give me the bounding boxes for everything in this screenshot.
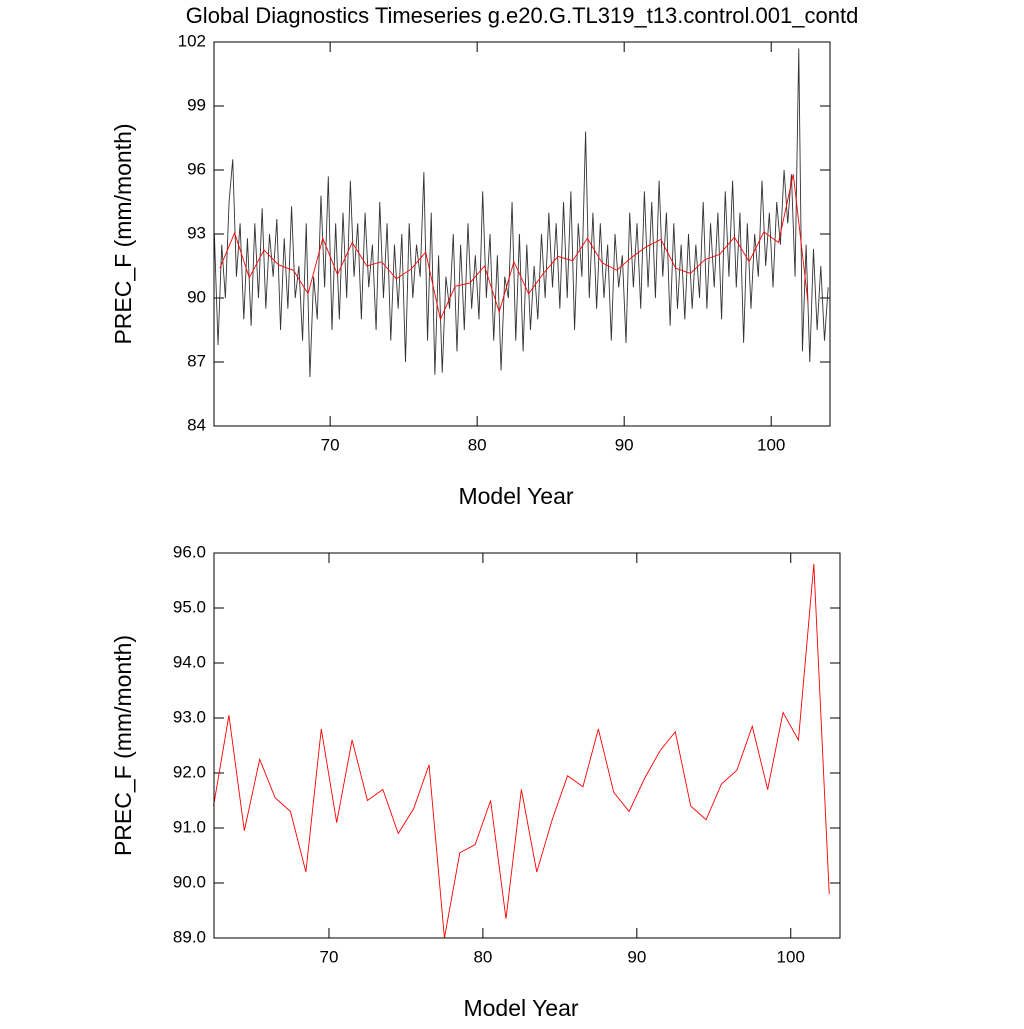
y-tick-label: 96.0 [173,542,206,561]
y-tick-label: 96 [187,159,206,178]
x-tick-label: 100 [757,435,785,454]
y-tick-label: 102 [178,31,206,50]
y-tick-label: 99 [187,95,206,114]
data-line [219,174,809,321]
y-axis-label: PREC_F (mm/month) [110,123,136,344]
plot-frame [213,41,831,427]
x-tick-label: 70 [320,947,339,966]
x-tick-label: 100 [777,947,805,966]
x-tick-label: 90 [615,435,634,454]
x-axis-label: Model Year [458,483,573,509]
y-tick-label: 84 [187,415,206,434]
y-tick-label: 90.0 [173,872,206,891]
y-tick-label: 90 [187,287,206,306]
y-tick-label: 89.0 [173,927,206,946]
x-tick-label: 70 [321,435,340,454]
x-tick-label: 80 [473,947,492,966]
chart-title: Global Diagnostics Timeseries g.e20.G.TL… [186,3,859,28]
x-axis-label: Model Year [463,995,578,1021]
y-tick-label: 93.0 [173,707,206,726]
x-tick-label: 90 [627,947,646,966]
y-tick-label: 93 [187,223,206,242]
data-line [213,48,829,377]
y-axis-label: PREC_F (mm/month) [110,635,136,856]
y-tick-label: 87 [187,351,206,370]
y-tick-label: 95.0 [173,597,206,616]
x-tick-label: 80 [468,435,487,454]
data-line [213,563,830,939]
y-tick-label: 94.0 [173,652,206,671]
y-tick-label: 91.0 [173,817,206,836]
plot-frame [213,552,841,939]
y-tick-label: 92.0 [173,762,206,781]
